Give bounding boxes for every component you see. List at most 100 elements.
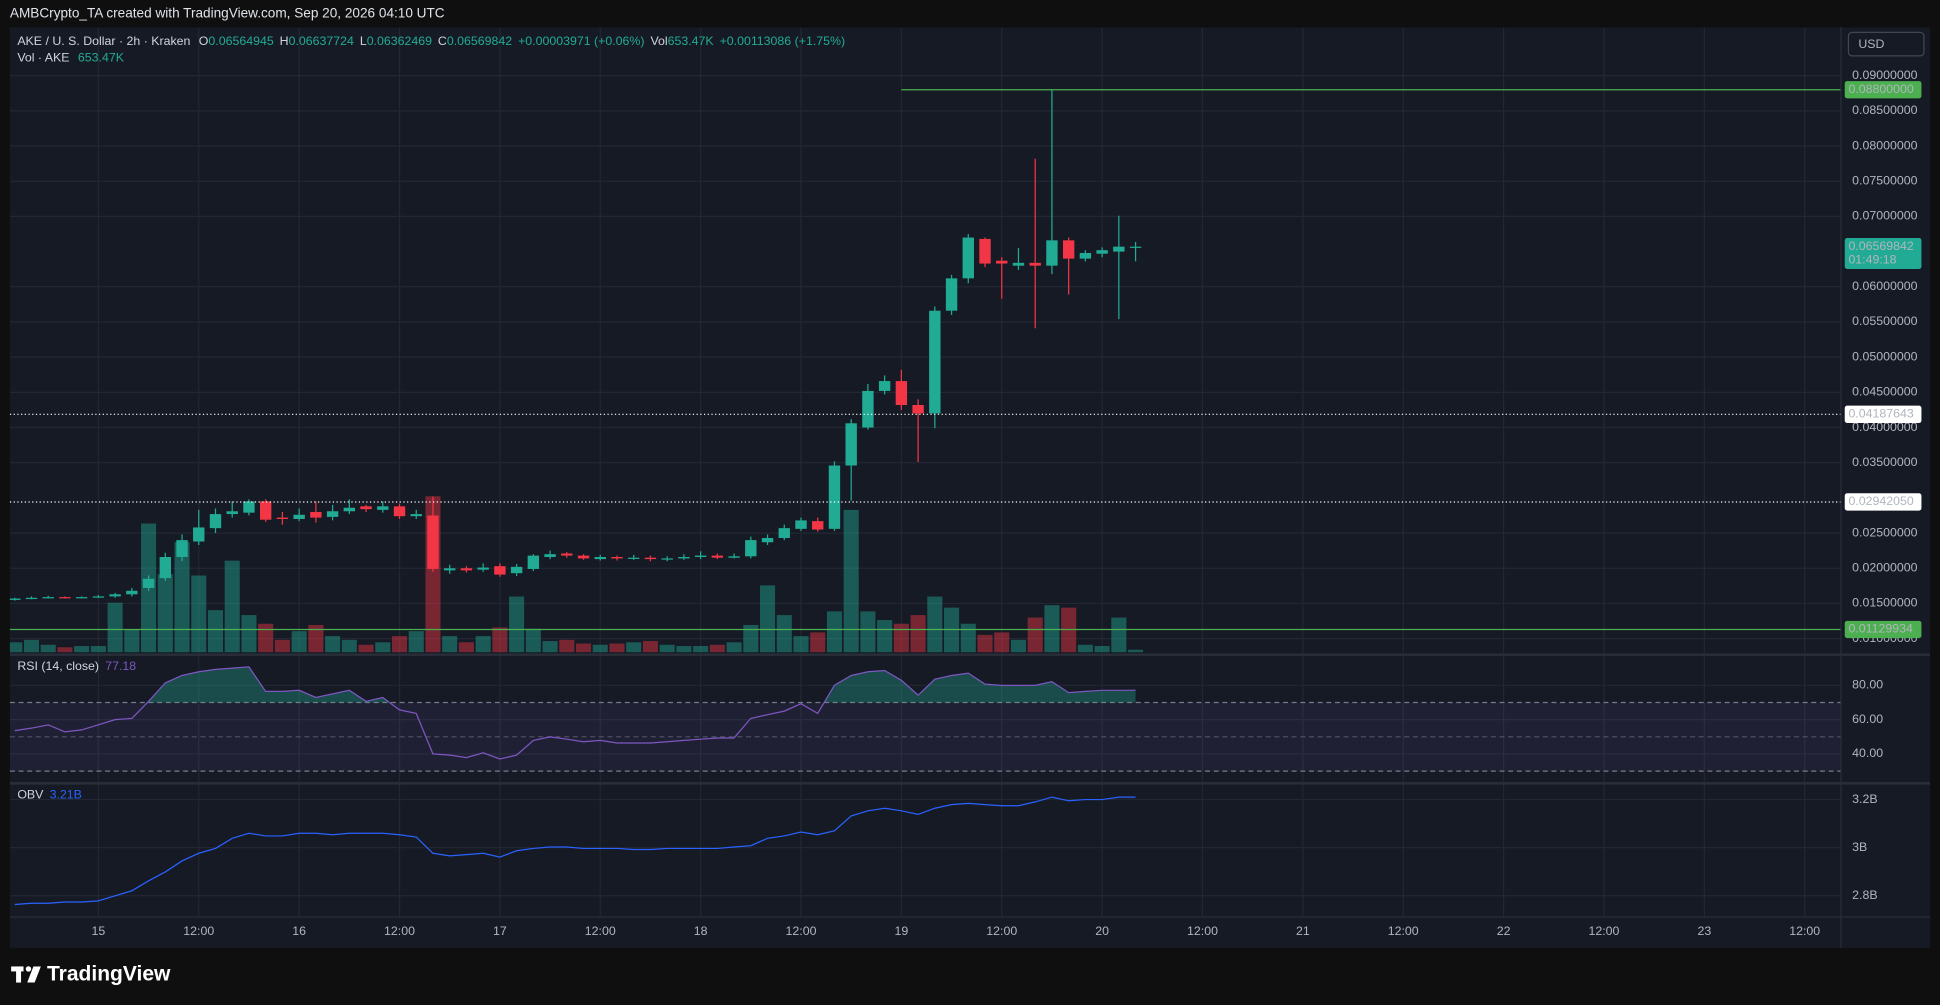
candle-body [661,558,673,560]
candle-body [694,555,707,557]
candle-body [243,501,255,513]
candle-body [494,566,506,575]
volume-bar [1044,605,1060,653]
volume-bar [90,646,106,653]
volume-bar [107,602,123,653]
pane-title: RSI (14, close) [17,659,99,673]
overbought-fill [14,666,1136,703]
volume-bar [826,611,842,653]
x-tick-label: 20 [1095,924,1109,938]
candle-body [460,568,473,571]
candle-body [360,506,372,510]
volume-bar [877,620,893,653]
symbol: AKE / U. S. Dollar · 2h · Kraken [17,35,190,49]
x-tick-label: 23 [1697,924,1711,938]
price-label: 0.01129934 [1848,622,1913,636]
volume-bar [391,636,408,653]
candle-body [59,597,71,599]
y-tick-label: 2.8B [1852,888,1877,902]
currency-button[interactable] [1847,31,1925,57]
pane-legend: OBV 3.21B [17,788,82,802]
candle-body [862,390,874,428]
candle-body [25,597,38,600]
x-tick-label: 12:00 [384,924,415,938]
candle-body [628,557,640,559]
candle-body [611,556,623,559]
pane-legend: RSI (14, close) 77.18 [17,659,136,673]
currency-label[interactable]: USD [1858,37,1884,51]
y-tick-label: 80.00 [1852,678,1883,692]
candle-body [795,520,807,529]
x-tick-label: 12:00 [786,924,817,938]
volume-bar [910,615,926,653]
candle-body [393,506,406,517]
candle-body [912,404,924,414]
price-label: 0.08800000 [1848,82,1913,96]
current-price-box [1844,238,1922,269]
candle-body [828,465,841,529]
volume-bar [893,623,909,653]
candle-body [812,521,824,530]
volume-bar [207,610,224,653]
vol-change: +0.00113086 (+1.75%) [720,35,846,49]
ohlc-key: O [199,35,209,49]
volume-bar [458,642,474,653]
candle-body [761,537,774,543]
volume-bar [509,596,525,653]
y-tick-label: 0.02500000 [1852,525,1917,539]
x-tick-label: 17 [493,924,507,938]
volume-bar [642,641,658,653]
candle-body [142,578,155,588]
marks-layer [9,89,1142,906]
volume-bar [224,560,240,653]
candle-body [577,555,590,559]
candle-body [1096,250,1108,254]
y-tick-label: 0.03500000 [1852,455,1917,469]
candle-body [996,260,1008,264]
candle-body [42,597,54,599]
x-tick-label: 12:00 [1589,924,1620,938]
volume-bar [308,624,324,653]
volume-bar [375,642,391,653]
change: +0.00003971 (+0.06%) [518,35,644,49]
ohlc-value: 0.06569842 [447,35,512,49]
volume-bar [760,585,776,653]
volume-bar [23,639,40,653]
candle-body [293,514,305,519]
x-tick-label: 12:00 [986,924,1017,938]
volume-bar [157,574,173,653]
candle-body [728,556,740,558]
volume-bar [626,642,642,653]
ohlc-key: H [280,35,289,49]
volume-bar [492,627,508,653]
volume-bar [408,631,424,653]
candle-body [778,528,790,538]
volume-legend: Vol · AKE 653.47K [17,51,124,65]
candle-body [226,511,238,515]
candle-body [1129,246,1142,248]
tradingview-logo [11,966,41,983]
x-tick-label: 22 [1497,924,1511,938]
volume-last: 653.47K [78,51,125,65]
labels-layer: 15 12:00 16 12:00 17 12:00 18 12:00 19 12:00 20 12:… [9,68,1922,938]
logo-shape [16,966,22,983]
volume-bar [776,615,792,653]
candle-body [444,568,456,571]
candle-body [962,237,974,279]
candle-body [310,511,322,518]
y-tick-label: 0.07000000 [1852,209,1917,223]
volume-bar [341,639,357,653]
volume-bar [542,641,558,653]
ohlc-key: C [438,35,447,49]
header-text: AMBCrypto_TA created with TradingView.co… [10,5,445,20]
volume-bar [241,615,257,653]
candle-body [1029,262,1041,266]
pane-value: 3.21B [50,788,82,802]
price-label-box [1844,493,1922,511]
x-tick-label: 19 [894,924,908,938]
volume-bar [475,636,491,653]
candle-body [276,517,289,519]
volume-bar [124,629,140,653]
volume-bar [810,632,826,653]
candle-body [678,556,690,559]
